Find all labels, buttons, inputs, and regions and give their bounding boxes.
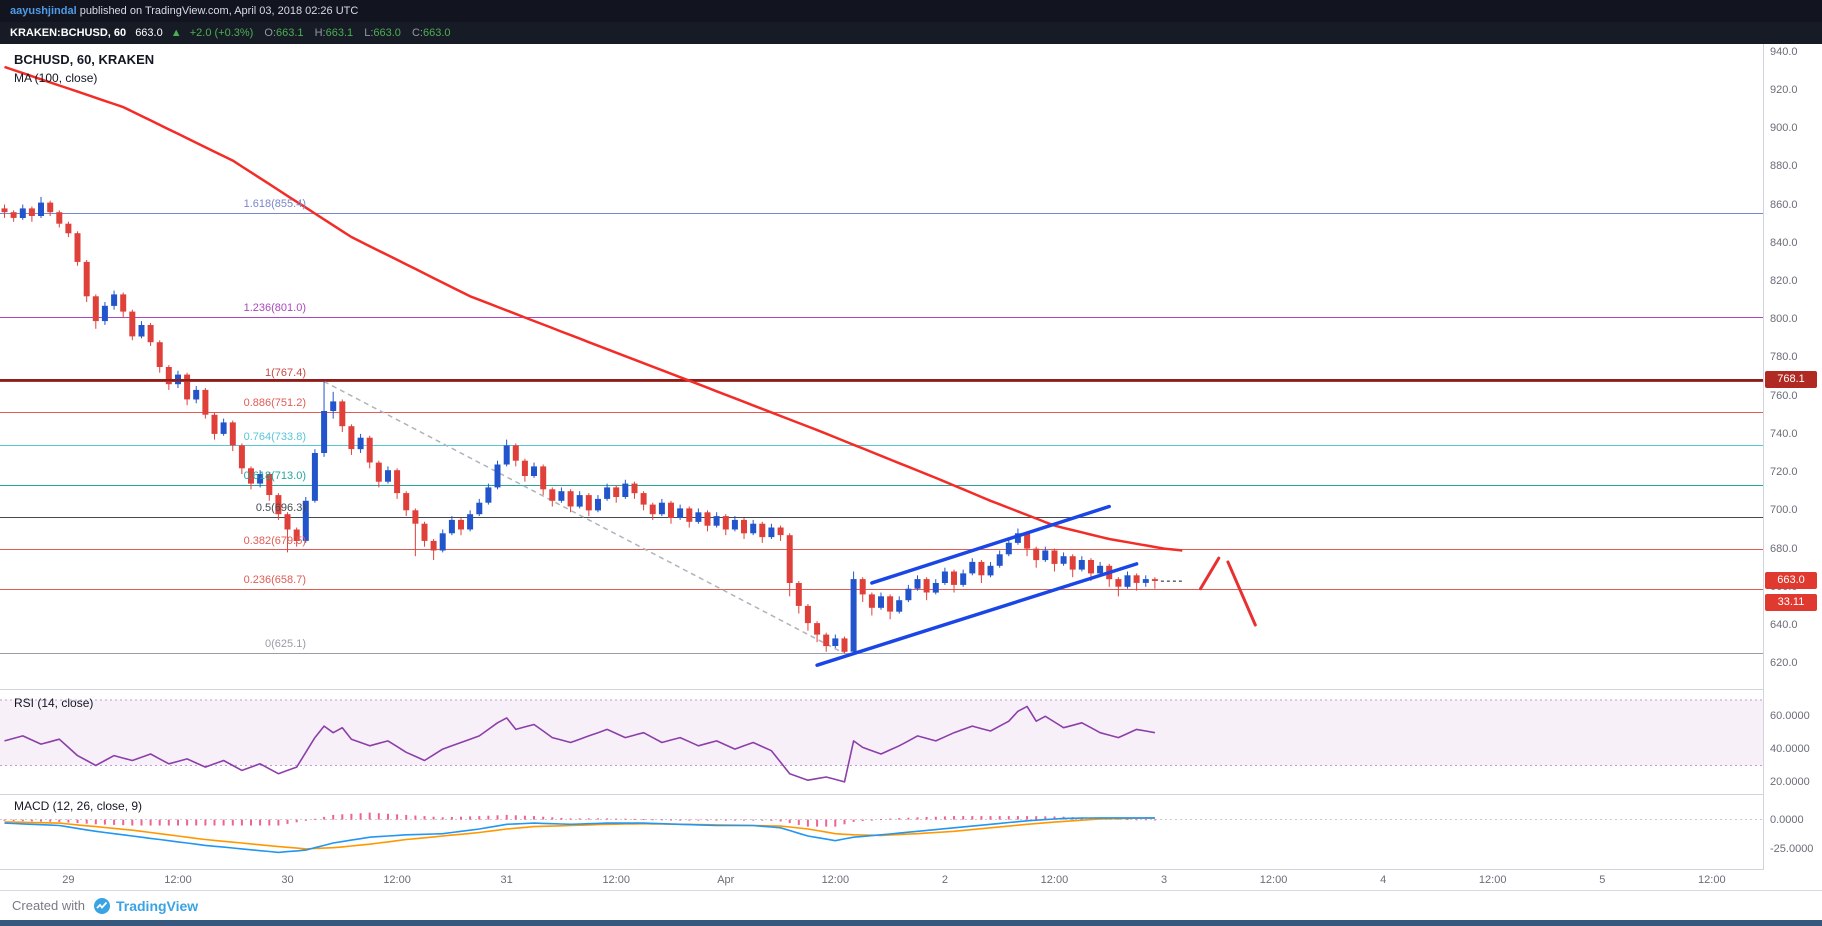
pane-divider[interactable] xyxy=(0,689,1822,690)
price-tick-label: 940.0 xyxy=(1770,45,1798,58)
price-tick-label: 900.0 xyxy=(1770,122,1798,135)
price-tick-label: 840.0 xyxy=(1770,236,1798,249)
tradingview-link[interactable]: TradingView xyxy=(93,897,198,915)
rsi-canvas[interactable] xyxy=(0,690,1763,795)
price-tick-label: 780.0 xyxy=(1770,351,1798,364)
price-tick-label: 740.0 xyxy=(1770,427,1798,440)
publish-text: published on TradingView.com, April 03, … xyxy=(76,5,359,17)
up-arrow-icon: ▲ xyxy=(170,27,182,39)
channel-line[interactable] xyxy=(815,562,1139,667)
macd-tick-label: -25.0000 xyxy=(1770,842,1814,855)
projection-line[interactable] xyxy=(1199,556,1221,591)
bottom-strip xyxy=(0,920,1822,926)
high-label: H: xyxy=(314,27,326,39)
open-value: 663.1 xyxy=(276,27,304,39)
macd-pane[interactable]: MACD (12, 26, close, 9) xyxy=(0,795,1763,870)
time-tick-label: 4 xyxy=(1380,874,1387,886)
price-tick-label: 680.0 xyxy=(1770,542,1798,555)
rsi-tick-label: 20.0000 xyxy=(1770,775,1810,788)
rsi-tick-label: 60.0000 xyxy=(1770,710,1810,723)
time-tick-label: 12:00 xyxy=(602,874,630,886)
macd-tick-label: 0.0000 xyxy=(1770,813,1804,826)
publish-bar: aayushjindal published on TradingView.co… xyxy=(0,0,1822,22)
macd-main-line xyxy=(4,817,1155,854)
time-tick-label: 12:00 xyxy=(164,874,192,886)
time-tick-label: 12:00 xyxy=(1698,874,1726,886)
price-tick-label: 880.0 xyxy=(1770,160,1798,173)
author-link[interactable]: aayushjindal xyxy=(10,5,77,17)
high-value: 663.1 xyxy=(325,27,354,39)
projection-line[interactable] xyxy=(1226,560,1257,627)
candles xyxy=(1,196,1158,654)
fib-baseline[interactable] xyxy=(323,380,845,655)
price-tick-label: 720.0 xyxy=(1770,466,1798,479)
macd-signal-line xyxy=(4,817,1155,850)
price-tick-label: 920.0 xyxy=(1770,83,1798,96)
symbol-price: 663.0 xyxy=(135,27,163,39)
low-value: 663.0 xyxy=(373,27,401,39)
tradingview-brand-text: TradingView xyxy=(115,897,199,914)
low-label: L: xyxy=(364,27,374,39)
time-tick-label: Apr xyxy=(717,874,735,886)
price-pane[interactable]: BCHUSD, 60, KRAKEN MA (100, close) 1.618… xyxy=(0,44,1763,690)
price-tick-label: 820.0 xyxy=(1770,274,1798,287)
footer-bar: Created with TradingView xyxy=(0,890,1822,920)
close-label: C: xyxy=(411,27,423,39)
pane-divider[interactable] xyxy=(0,794,1822,795)
price-tick-label: 800.0 xyxy=(1770,313,1798,326)
time-tick-label: 12:00 xyxy=(1259,874,1288,886)
price-tick-label: 700.0 xyxy=(1770,504,1798,517)
close-value: 663.0 xyxy=(422,27,451,39)
time-tick-label: 5 xyxy=(1599,874,1606,886)
price-badge: 33.11 xyxy=(1765,594,1817,612)
rsi-band xyxy=(0,699,1763,766)
time-tick-label: 3 xyxy=(1160,874,1168,886)
price-tick-label: 860.0 xyxy=(1770,198,1798,211)
channel-line[interactable] xyxy=(870,504,1111,585)
time-tick-label: 12:00 xyxy=(821,874,850,886)
time-tick-label: 12:00 xyxy=(1040,874,1069,886)
price-tick-label: 640.0 xyxy=(1770,619,1798,632)
open-label: O: xyxy=(264,27,277,39)
rsi-pane[interactable]: RSI (14, close) xyxy=(0,690,1763,795)
time-tick-label: 31 xyxy=(500,874,513,886)
symbol-name: KRAKEN:BCHUSD, 60 xyxy=(10,27,127,39)
tradingview-logo-icon xyxy=(93,897,110,914)
pane-divider xyxy=(0,869,1822,870)
created-with-text: Created with xyxy=(12,898,85,913)
rsi-line xyxy=(4,705,1156,783)
time-tick-label: 29 xyxy=(62,874,75,886)
time-tick-label: 12:00 xyxy=(1478,874,1507,886)
rsi-tick-label: 40.0000 xyxy=(1770,743,1810,756)
main-chart-canvas[interactable] xyxy=(0,44,1763,690)
time-axis[interactable]: 29 12:00 30 12:00 31 12:00 Apr 12:00 2 12:00 3 12:0… xyxy=(0,870,1763,890)
time-tick-label: 30 xyxy=(281,874,294,886)
symbol-bar: KRAKEN:BCHUSD, 60 663.0 ▲ +2.0 (+0.3%) O… xyxy=(0,22,1822,44)
price-axis[interactable]: 940.0 920.0 900.0 880.0 860.0 840.0 820.0 800.0… xyxy=(1763,44,1822,870)
price-tick-label: 760.0 xyxy=(1770,389,1798,402)
price-badge: 768.1 xyxy=(1765,371,1817,389)
symbol-change: +2.0 (+0.3%) xyxy=(189,27,254,39)
price-badge: 663.0 xyxy=(1765,572,1817,590)
time-tick-label: 12:00 xyxy=(383,874,411,886)
ma100-line[interactable] xyxy=(4,65,1183,552)
time-tick-label: 2 xyxy=(941,874,948,886)
macd-canvas[interactable] xyxy=(0,795,1763,870)
price-tick-label: 620.0 xyxy=(1770,657,1798,670)
